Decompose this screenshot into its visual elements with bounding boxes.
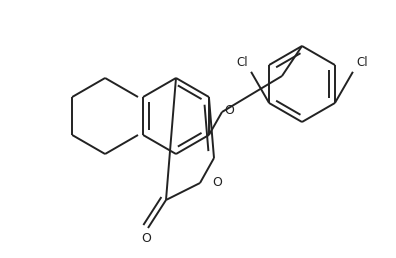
Text: O: O [141, 232, 151, 245]
Text: O: O [224, 104, 234, 117]
Text: O: O [212, 175, 222, 189]
Text: Cl: Cl [356, 56, 367, 69]
Text: Cl: Cl [236, 56, 248, 69]
